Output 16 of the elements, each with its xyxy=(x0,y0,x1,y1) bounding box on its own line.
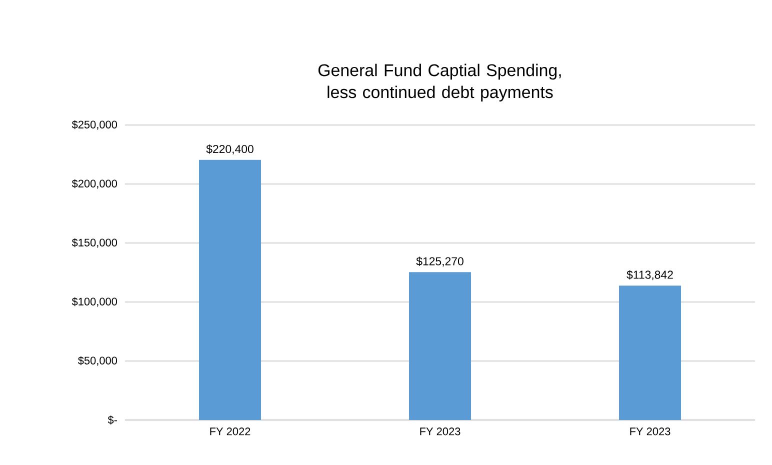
y-tick-label: $250,000 xyxy=(72,120,118,130)
y-tick-label: $200,000 xyxy=(72,179,118,189)
bar xyxy=(199,160,262,420)
x-tick-label: FY 2023 xyxy=(420,428,460,436)
y-tick-label: $50,000 xyxy=(78,356,118,366)
data-label: $220,400 xyxy=(206,144,254,154)
x-tick-label: FY 2023 xyxy=(630,428,670,436)
data-label: $113,842 xyxy=(626,270,673,280)
y-tick-label: $- xyxy=(108,416,117,424)
bar xyxy=(619,286,682,420)
x-tick-label: FY 2022 xyxy=(210,428,250,436)
y-tick-label: $100,000 xyxy=(72,297,118,307)
bar xyxy=(409,272,472,420)
y-tick-label: $150,000 xyxy=(72,238,118,248)
data-label: $125,270 xyxy=(416,256,464,267)
chart-title: General Fund Captial Spending, less continued debt payments xyxy=(318,64,561,102)
